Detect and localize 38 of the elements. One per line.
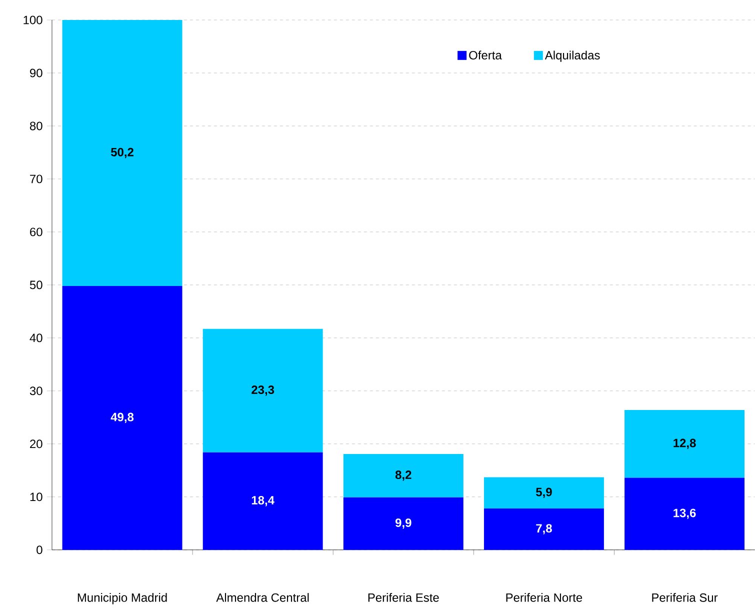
data-label: 13,6 <box>674 508 696 519</box>
y-tick-label: 10 <box>30 492 42 501</box>
x-tick-label: Periferia Norte <box>506 592 582 602</box>
data-label: 8,2 <box>395 470 412 481</box>
y-tick-label: 50 <box>30 280 42 290</box>
y-tick-label: 70 <box>30 174 42 184</box>
data-label: 9,9 <box>395 518 412 529</box>
bar <box>62 20 182 286</box>
y-tick-label: 30 <box>30 386 42 396</box>
y-tick-label: 60 <box>30 228 42 236</box>
bar <box>343 497 464 550</box>
y-tick-label: 100 <box>24 16 42 24</box>
bar <box>202 452 323 550</box>
y-tick-label: 80 <box>30 122 42 130</box>
bar <box>202 328 323 452</box>
data-label: 12,8 <box>674 438 696 449</box>
y-tick-label: 40 <box>30 334 42 342</box>
bar <box>484 508 604 550</box>
bar <box>484 477 604 508</box>
bar <box>343 454 464 498</box>
bar <box>624 410 745 478</box>
legend-label: Alquiladas <box>544 50 600 62</box>
bar <box>624 478 745 550</box>
legend-label: Oferta <box>469 50 502 60</box>
x-tick-label: Periferia Sur <box>652 592 718 602</box>
x-tick-label: Periferia Este <box>368 592 439 602</box>
x-tick-label: Municipio Madrid <box>78 592 167 604</box>
data-label: 49,8 <box>110 412 134 423</box>
y-tick-label: 90 <box>30 68 42 78</box>
y-tick-label: 20 <box>30 440 42 448</box>
data-label: 5,9 <box>536 488 552 498</box>
data-label: 50,2 <box>110 148 134 158</box>
data-label: 18,4 <box>252 496 274 506</box>
data-label: 23,3 <box>252 385 274 396</box>
bar <box>62 286 182 550</box>
data-label: 7,8 <box>536 524 552 534</box>
x-tick-label: Almendra Central <box>216 592 309 602</box>
y-tick-label: 0 <box>36 546 42 554</box>
